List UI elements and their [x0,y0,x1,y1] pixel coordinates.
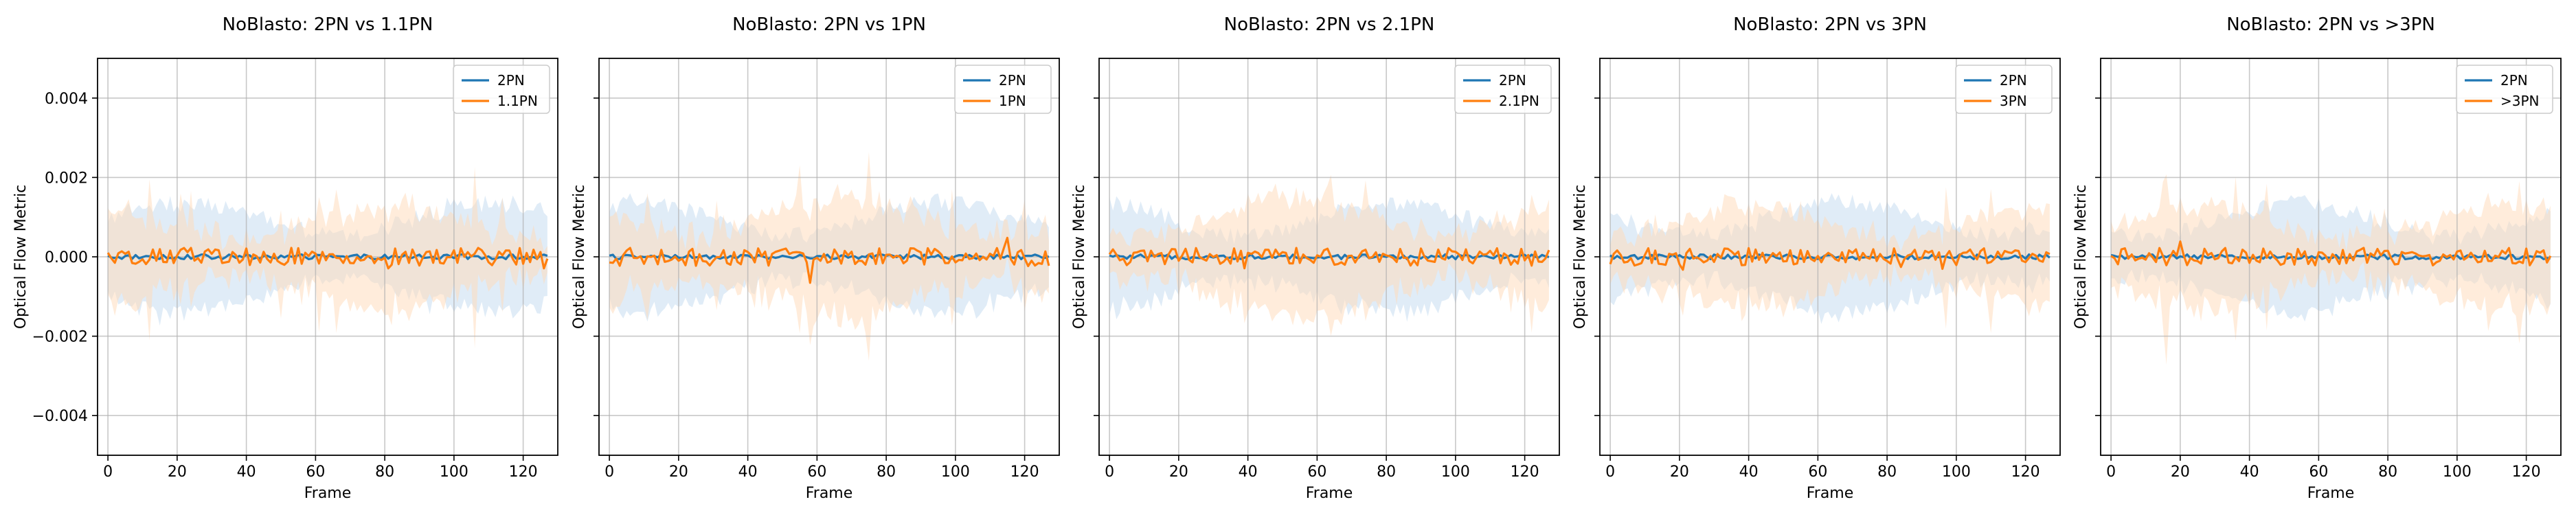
x-tick-label: 0 [605,464,614,481]
x-tick-label: 100 [941,464,970,481]
chart-title: NoBlasto: 2PN vs >3PN [2226,14,2435,35]
x-tick-label: 40 [1239,464,1258,481]
chart-title: NoBlasto: 2PN vs 1PN [732,14,926,35]
legend-label-2: 1PN [999,93,1026,109]
x-axis-label: Frame [1306,485,1353,502]
chart-title: NoBlasto: 2PN vs 2.1PN [1224,14,1435,35]
legend: 2PN 2.1PN [1454,65,1552,114]
x-tick-label: 20 [2171,464,2190,481]
legend-label-2: >3PN [2500,93,2540,109]
x-tick-label: 60 [1307,464,1326,481]
x-tick-label: 0 [1105,464,1114,481]
series-line-2 [609,236,1050,284]
series-line-2 [1108,247,1550,270]
x-tick-label: 120 [509,464,538,481]
x-tick-label: 100 [1942,464,1971,481]
x-tick-label: 80 [1377,464,1396,481]
x-tick-label: 80 [877,464,896,481]
chart-title: NoBlasto: 2PN vs 1.1PN [223,14,433,35]
series-line-2 [106,247,549,270]
x-tick-label: 20 [1169,464,1188,481]
y-tick-label: 0.004 [45,91,88,108]
legend-label-1: 2PN [999,72,1026,89]
std-band-2 [1610,187,2050,334]
y-axis-label: Optical Flow Metric [1572,185,1589,329]
legend: 2PN >3PN [2456,65,2553,114]
legend: 2PN 1.1PN [453,65,550,114]
legend-label-1: 2PN [2500,72,2528,89]
x-tick-label: 80 [375,464,394,481]
chart-panel-4: 0 20 40 60 80 100 120 NoBlasto: 2PN vs 3PN Frame… [1572,14,2061,502]
y-tick-label: 0.000 [45,249,88,266]
chart-panel-3: 0 20 40 60 80 100 120 NoBlasto: 2PN vs 2.1PN Fra… [1071,14,1560,502]
legend-label-1: 2PN [497,72,525,89]
series-line-2 [2110,240,2552,266]
chart-panel-2: 0 20 40 60 80 100 120 NoBlasto: 2PN vs 1PN Frame… [571,14,1060,502]
x-tick-label: 0 [1605,464,1615,481]
x-tick-label: 60 [2309,464,2328,481]
std-band-2 [2111,174,2551,365]
y-tick-label: −0.002 [32,329,88,346]
x-tick-label: 120 [1511,464,1539,481]
x-tick-label: 20 [168,464,187,481]
chart-title: NoBlasto: 2PN vs 3PN [1733,14,1927,35]
legend-label-2: 1.1PN [497,93,538,109]
x-tick-label: 40 [237,464,256,481]
x-tick-label: 120 [1010,464,1039,481]
x-tick-label: 60 [1808,464,1827,481]
series-line-2 [1609,247,2050,271]
x-tick-label: 80 [2378,464,2397,481]
y-axis-label: Optical Flow Metric [571,185,588,329]
legend-label-1: 2PN [2000,72,2027,89]
y-tick-label: −0.004 [32,408,88,425]
x-axis-label: Frame [2307,485,2355,502]
x-tick-label: 60 [306,464,325,481]
x-axis-label: Frame [1807,485,1854,502]
x-tick-label: 0 [103,464,113,481]
x-tick-label: 40 [2240,464,2259,481]
legend-label-2: 2.1PN [1499,93,1539,109]
chart-panel-1: 0 20 40 60 80 100 120 −0.004 −0.002 0.000 0.002 0.0… [12,14,558,502]
legend-label-1: 2PN [1499,72,1526,89]
chart-panel-5: 0 20 40 60 80 100 120 NoBlasto: 2PN vs >3PN Fram… [2072,14,2562,502]
x-tick-label: 40 [1739,464,1759,481]
x-tick-label: 40 [738,464,758,481]
x-tick-label: 100 [2443,464,2472,481]
x-tick-label: 100 [1441,464,1470,481]
x-tick-label: 80 [1877,464,1897,481]
y-tick-label: 0.002 [45,170,88,187]
x-tick-label: 60 [807,464,826,481]
y-axis-label: Optical Flow Metric [2072,185,2090,329]
x-axis-label: Frame [304,485,352,502]
x-tick-label: 120 [2512,464,2541,481]
x-tick-label: 20 [1670,464,1689,481]
y-axis-label: Optical Flow Metric [12,185,30,329]
x-axis-label: Frame [806,485,853,502]
x-tick-label: 100 [440,464,468,481]
x-tick-label: 0 [2106,464,2116,481]
x-tick-label: 120 [2011,464,2040,481]
x-tick-label: 20 [669,464,688,481]
legend-label-2: 3PN [2000,93,2027,109]
y-axis-label: Optical Flow Metric [1071,185,1088,329]
